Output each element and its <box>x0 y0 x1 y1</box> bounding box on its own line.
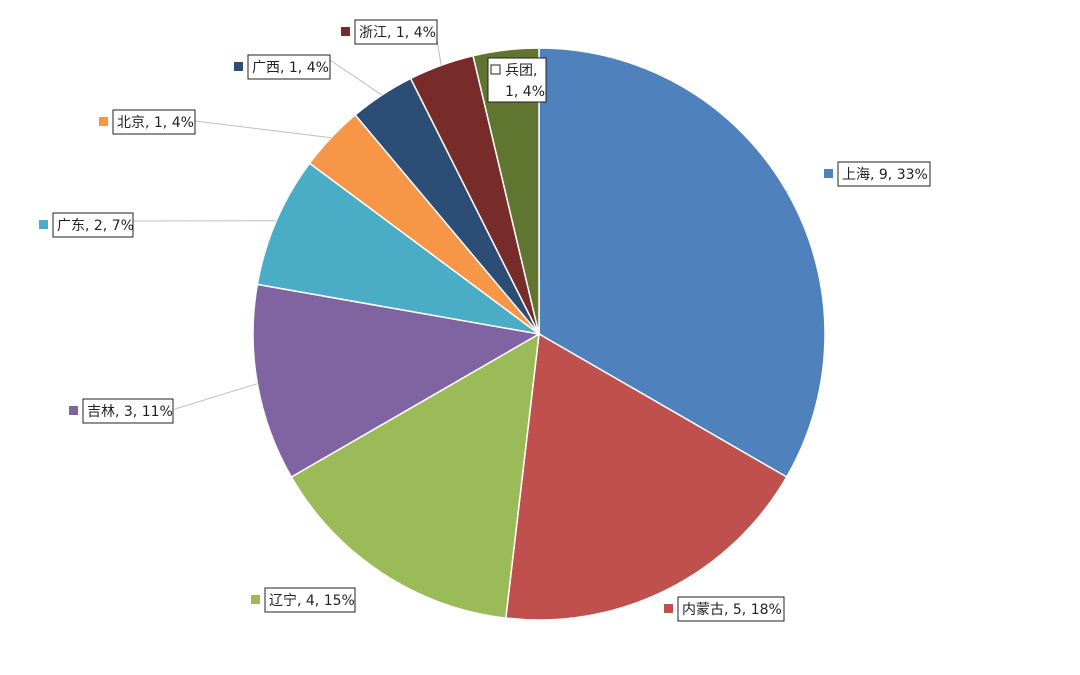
data-label-9: 兵团, 1, 4% <box>488 58 546 102</box>
data-label-7: 广西, 1, 4% <box>234 55 330 79</box>
legend-key-square <box>69 406 78 415</box>
data-label-text: 吉林, 3, 11% <box>87 404 173 420</box>
leader-line-6 <box>195 121 331 138</box>
legend-key-square <box>341 27 350 36</box>
data-label-text: 内蒙古, 5, 18% <box>682 602 782 618</box>
leader-line-7 <box>330 60 382 95</box>
legend-key-square <box>39 220 48 229</box>
legend-key-square <box>824 169 833 178</box>
data-label-text: 上海, 9, 33% <box>842 167 928 183</box>
pie-slices <box>253 48 825 620</box>
legend-key-square <box>664 604 673 613</box>
legend-key-square <box>251 595 260 604</box>
data-label-4: 吉林, 3, 11% <box>69 399 173 423</box>
data-label-text: 浙江, 1, 4% <box>359 25 436 41</box>
data-label-2: 内蒙古, 5, 18% <box>664 597 784 621</box>
leader-line-4 <box>175 384 257 409</box>
data-label-1: 上海, 9, 33% <box>824 162 930 186</box>
leader-line-8 <box>437 40 441 65</box>
data-label-text: 广西, 1, 4% <box>252 60 329 76</box>
legend-key-square <box>99 117 108 126</box>
data-label-3: 辽宁, 4, 15% <box>251 588 355 612</box>
data-label-text: 兵团, <box>505 63 537 79</box>
data-label-6: 北京, 1, 4% <box>99 110 195 134</box>
legend-key-square <box>491 65 500 74</box>
legend-key-square <box>234 62 243 71</box>
data-label-text: 辽宁, 4, 15% <box>269 592 355 609</box>
data-label-text: 广东, 2, 7% <box>57 218 134 234</box>
data-label-text: 北京, 1, 4% <box>117 115 194 131</box>
data-label-text: 1, 4% <box>505 84 545 100</box>
data-label-5: 广东, 2, 7% <box>39 213 134 237</box>
data-label-8: 浙江, 1, 4% <box>341 20 437 44</box>
